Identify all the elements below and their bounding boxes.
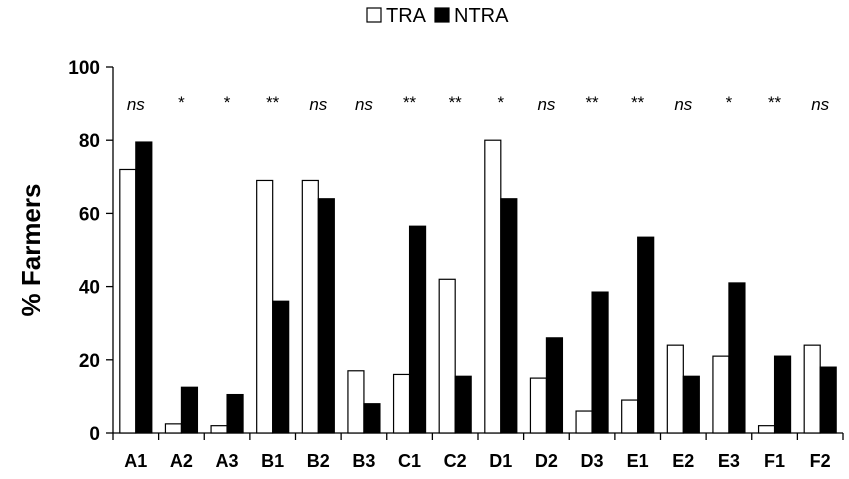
bar-ntra bbox=[408, 225, 427, 434]
significance-label: ** bbox=[266, 93, 280, 112]
y-tick-label: 20 bbox=[79, 351, 100, 372]
x-tick-label: A1 bbox=[124, 451, 147, 471]
significance-label: ** bbox=[631, 93, 645, 112]
bar-ntra bbox=[545, 337, 564, 434]
x-tick-label: D1 bbox=[489, 451, 512, 471]
bar-tra bbox=[484, 139, 502, 434]
bar-ntra bbox=[226, 393, 244, 434]
x-tick-label: D2 bbox=[535, 451, 558, 471]
significance-label: * bbox=[498, 93, 505, 112]
bars bbox=[119, 139, 837, 434]
bar-ntra bbox=[180, 386, 199, 434]
significance-label: ns bbox=[127, 95, 145, 114]
x-tick-label: F1 bbox=[764, 451, 785, 471]
bar-ntra bbox=[637, 236, 655, 434]
significance-label: ns bbox=[674, 95, 692, 114]
bar-ntra bbox=[317, 198, 335, 434]
significance-label: ** bbox=[585, 93, 599, 112]
bar-tra bbox=[803, 344, 821, 434]
x-tick-label: D3 bbox=[581, 451, 604, 471]
y-axis: 0 20 40 60 80 100 bbox=[68, 58, 114, 445]
x-tick-label: B2 bbox=[307, 451, 330, 471]
significance-label: * bbox=[178, 93, 185, 112]
bar-tra bbox=[757, 425, 776, 434]
significance-label: * bbox=[224, 93, 231, 112]
y-tick-label: 60 bbox=[79, 204, 100, 225]
x-tick-label: B3 bbox=[352, 451, 375, 471]
x-axis: A1 A2 A3 B1 B2 B3 C1 C2 D1 D2 D3 E1 E2 E3 F1 F2 bbox=[112, 432, 844, 471]
x-tick-label: E3 bbox=[718, 451, 740, 471]
x-tick-label: A3 bbox=[216, 451, 239, 471]
bar-ntra bbox=[773, 355, 792, 434]
bar-ntra bbox=[591, 291, 609, 434]
bar-ntra bbox=[363, 403, 381, 434]
bar-ntra bbox=[135, 141, 153, 434]
bar-ntra bbox=[819, 366, 837, 434]
bar-ntra bbox=[728, 282, 746, 434]
y-tick-label: 40 bbox=[79, 278, 100, 299]
legend-label-ntra: NTRA bbox=[454, 5, 509, 27]
bar-tra bbox=[438, 278, 456, 434]
y-tick-label: 0 bbox=[89, 424, 100, 445]
significance-label: ** bbox=[403, 93, 417, 112]
x-tick-label: E2 bbox=[672, 451, 694, 471]
x-tick-label: C1 bbox=[398, 451, 421, 471]
y-tick-label: 100 bbox=[68, 58, 100, 79]
bar-tra bbox=[301, 179, 319, 434]
significance-label: ns bbox=[309, 95, 327, 114]
significance-label: ** bbox=[768, 93, 782, 112]
bar-tra bbox=[712, 355, 730, 434]
legend-swatch-ntra bbox=[434, 7, 450, 23]
significance-label: ** bbox=[449, 93, 463, 112]
x-tick-label: A2 bbox=[170, 451, 193, 471]
x-tick-label: B1 bbox=[261, 451, 284, 471]
bar-tra bbox=[164, 423, 183, 434]
legend-swatch-tra bbox=[366, 7, 382, 23]
bar-tra bbox=[119, 168, 137, 434]
bar-tra bbox=[256, 179, 274, 434]
bar-ntra bbox=[682, 375, 700, 434]
legend-label-tra: TRA bbox=[386, 5, 427, 27]
bar-tra bbox=[575, 410, 593, 434]
bar-ntra bbox=[454, 375, 472, 434]
significance-labels: ns * * ** ns ns ** ** * ns ** ** ns * ** ns bbox=[127, 93, 830, 114]
bar-ntra bbox=[272, 300, 290, 434]
y-tick-label: 80 bbox=[79, 131, 100, 152]
bar-tra bbox=[392, 373, 411, 434]
significance-label: * bbox=[726, 93, 733, 112]
x-tick-label: F2 bbox=[810, 451, 831, 471]
bar-tra bbox=[210, 425, 228, 434]
bar-tra bbox=[347, 370, 365, 434]
significance-label: ns bbox=[537, 95, 555, 114]
y-axis-label: % Farmers bbox=[16, 184, 46, 317]
bar-ntra bbox=[500, 198, 518, 434]
legend: TRA NTRA bbox=[366, 5, 509, 27]
x-tick-label: E1 bbox=[627, 451, 649, 471]
bar-tra bbox=[666, 344, 684, 434]
significance-label: ns bbox=[811, 95, 829, 114]
bar-tra bbox=[621, 399, 639, 434]
bar-tra bbox=[529, 377, 548, 434]
x-tick-label: C2 bbox=[444, 451, 467, 471]
significance-label: ns bbox=[355, 95, 373, 114]
